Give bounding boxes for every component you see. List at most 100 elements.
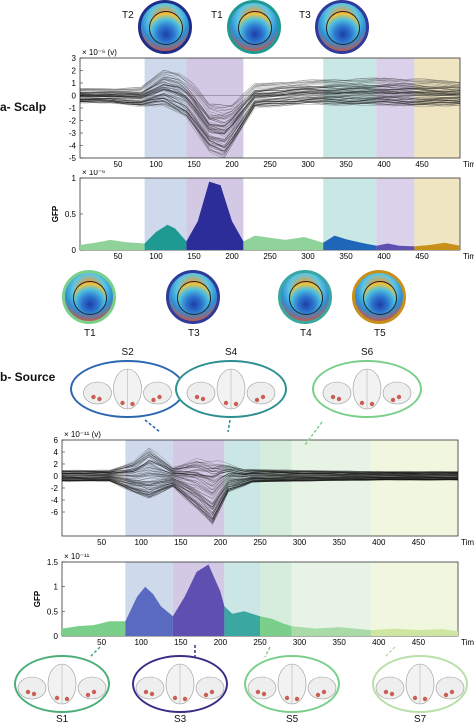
time-window-band bbox=[224, 440, 260, 536]
channel-trace bbox=[79, 79, 461, 120]
activation-spot bbox=[294, 696, 300, 702]
activation-spot bbox=[151, 397, 156, 403]
activation-spot bbox=[223, 400, 229, 406]
channel-trace bbox=[61, 454, 459, 474]
topomap-label: T3 bbox=[188, 328, 200, 339]
x-tick-label: 250 bbox=[263, 252, 277, 261]
channel-trace bbox=[61, 476, 459, 499]
channel-trace bbox=[79, 86, 461, 132]
activation-spot bbox=[157, 394, 162, 400]
x-tick-label: 100 bbox=[149, 252, 163, 261]
brain-lateral-left bbox=[375, 676, 405, 700]
brain-lateral-right bbox=[246, 381, 276, 405]
x-tick-label: 50 bbox=[114, 160, 123, 169]
brain-render-icon bbox=[322, 368, 412, 410]
section-label-scalp: a- Scalp bbox=[0, 100, 47, 114]
activation-spot bbox=[200, 396, 206, 402]
channel-trace bbox=[79, 94, 461, 142]
channel-trace bbox=[61, 474, 459, 496]
channel-trace bbox=[61, 463, 459, 483]
activation-spot bbox=[359, 400, 365, 406]
channel-trace bbox=[80, 98, 461, 148]
gfp-segment bbox=[260, 616, 292, 636]
time-window-band bbox=[291, 562, 371, 636]
channel-trace bbox=[79, 77, 461, 117]
channel-trace bbox=[80, 101, 461, 155]
activation-spot bbox=[31, 691, 37, 697]
activation-spot bbox=[172, 695, 178, 701]
activation-spot bbox=[383, 689, 389, 695]
y-tick-label: 0 bbox=[72, 92, 77, 101]
activation-spot bbox=[120, 400, 125, 406]
y-tick-label: 2 bbox=[72, 67, 77, 76]
brain-render-icon bbox=[186, 368, 276, 410]
x-tick-label: 450 bbox=[415, 160, 429, 169]
channel-trace bbox=[61, 448, 459, 473]
x-tick-label: 100 bbox=[149, 160, 163, 169]
activation-spot bbox=[254, 397, 260, 403]
y-axis-label: GFP bbox=[51, 205, 60, 222]
source-view-s2 bbox=[70, 360, 185, 418]
activation-spot bbox=[91, 689, 97, 695]
gfp-segment bbox=[323, 235, 377, 250]
x-tick-label: 200 bbox=[225, 160, 239, 169]
x-tick-label: 250 bbox=[253, 638, 267, 647]
y-tick-label: 1 bbox=[54, 583, 59, 592]
brain-lateral-right bbox=[195, 676, 225, 700]
channel-trace bbox=[79, 69, 461, 106]
y-tick-label: 0 bbox=[54, 472, 59, 481]
gfp-segment bbox=[125, 586, 173, 636]
x-tick-label: 450 bbox=[415, 252, 429, 261]
brain-lateral-left bbox=[135, 676, 165, 700]
y-tick-label: 1 bbox=[72, 79, 77, 88]
gfp-segment bbox=[80, 239, 145, 250]
channel-trace bbox=[62, 477, 459, 505]
scale-note: × 10⁻⁶ bbox=[82, 170, 105, 177]
channel-trace bbox=[61, 456, 458, 475]
time-window-band bbox=[376, 178, 415, 250]
brain-lateral-right bbox=[77, 676, 107, 700]
x-tick-label: 200 bbox=[225, 252, 239, 261]
x-tick-label: 200 bbox=[214, 538, 228, 547]
x-tick-label: 350 bbox=[339, 252, 353, 261]
x-tick-label: 400 bbox=[372, 638, 386, 647]
source-view-label: S3 bbox=[174, 714, 187, 725]
x-tick-label: 50 bbox=[97, 538, 106, 547]
gfp-segment bbox=[186, 181, 244, 250]
x-axis-label: Time (ms) bbox=[461, 538, 474, 547]
y-tick-label: 1.5 bbox=[47, 558, 59, 567]
topomap-t1 bbox=[227, 0, 281, 54]
topomap-t3 bbox=[315, 0, 369, 54]
source-view-s3 bbox=[132, 655, 228, 713]
brain-render-icon bbox=[135, 663, 225, 705]
y-tick-label: -6 bbox=[51, 508, 59, 517]
topomap-label: T2 bbox=[122, 10, 134, 21]
source-view-s4 bbox=[175, 360, 287, 418]
source-view-s7 bbox=[372, 655, 468, 713]
x-axis-label: Time (ms) bbox=[463, 252, 474, 261]
x-tick-label: 450 bbox=[412, 638, 426, 647]
activation-spot bbox=[336, 396, 342, 402]
time-window-band bbox=[376, 58, 415, 158]
x-tick-label: 250 bbox=[253, 538, 267, 547]
topomap-t4 bbox=[278, 270, 332, 324]
activation-spot bbox=[130, 401, 135, 407]
section-label-source: b- Source bbox=[0, 370, 56, 384]
x-tick-label: 150 bbox=[187, 160, 201, 169]
channel-trace bbox=[79, 100, 461, 154]
activation-spot bbox=[233, 401, 239, 407]
brain-render-icon bbox=[83, 368, 172, 410]
x-axis-label: Time (ms) bbox=[463, 160, 474, 169]
activation-spot bbox=[443, 692, 449, 698]
activation-spot bbox=[25, 689, 31, 695]
channel-trace bbox=[79, 88, 461, 133]
activation-spot bbox=[260, 394, 266, 400]
brain-lateral-right bbox=[435, 676, 465, 700]
y-tick-label: 0 bbox=[72, 246, 77, 255]
source-view-label: S2 bbox=[121, 347, 134, 358]
channel-trace bbox=[61, 478, 458, 519]
x-tick-label: 350 bbox=[333, 638, 347, 647]
activation-spot bbox=[389, 691, 395, 697]
channel-trace bbox=[79, 77, 460, 117]
x-tick-label: 250 bbox=[263, 160, 277, 169]
